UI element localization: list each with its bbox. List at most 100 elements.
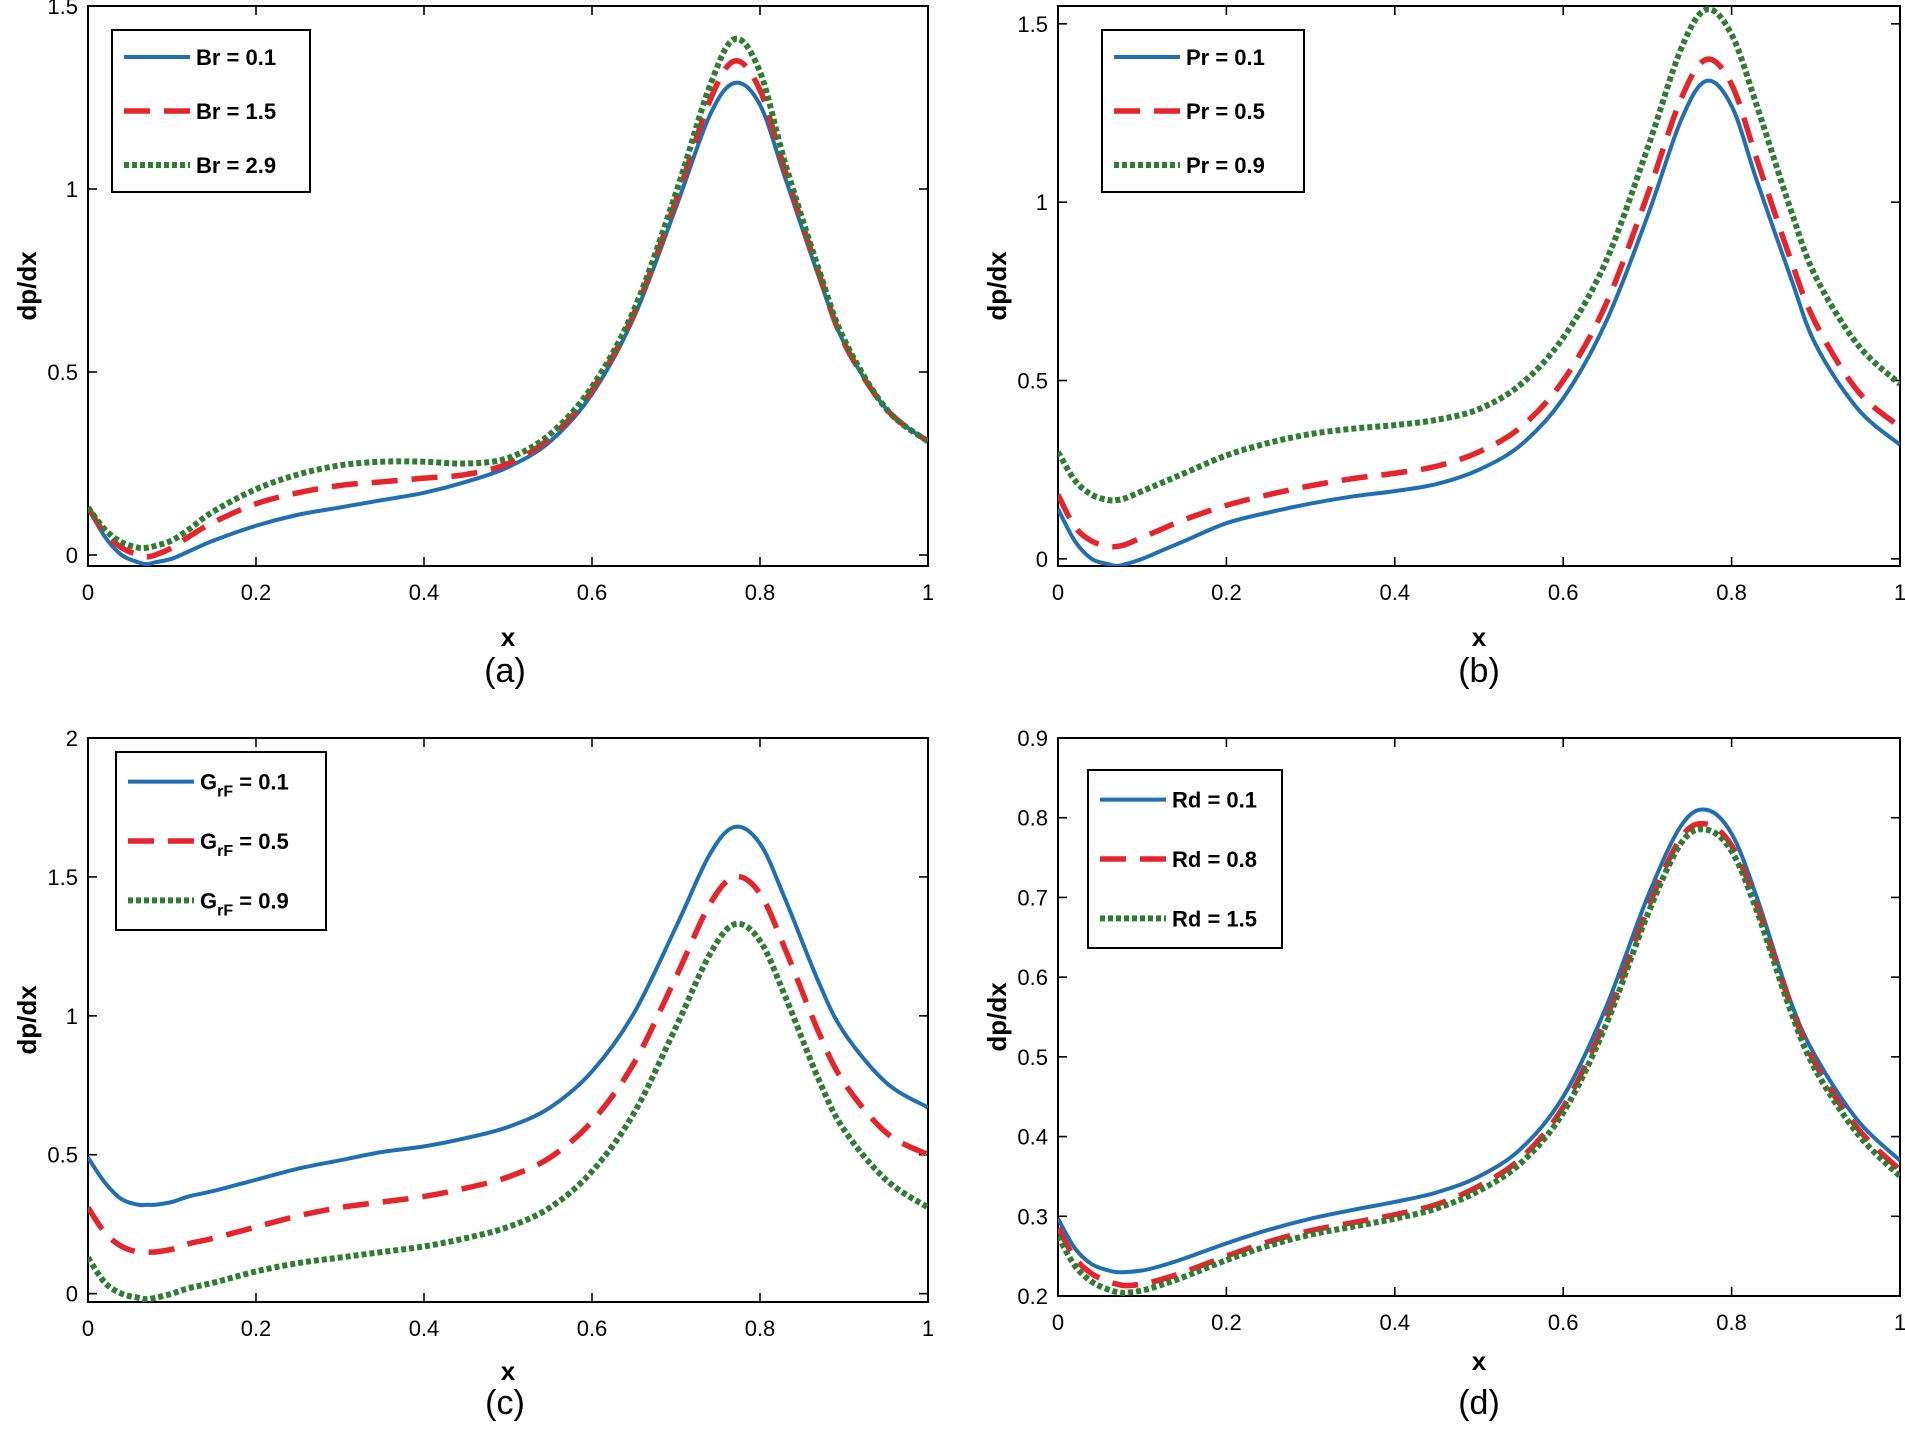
legend-label-part: Br = 1.5: [196, 99, 276, 124]
series-line-1: [1058, 78, 1900, 566]
legend-label-3: Br = 2.9: [196, 153, 276, 178]
x-axis-label: x: [501, 622, 516, 652]
series-group: [88, 35, 928, 566]
series-line-2: [1058, 820, 1900, 1289]
x-tick-label: 0.6: [1548, 1310, 1579, 1335]
x-tick-label: 0: [1052, 1310, 1064, 1335]
x-tick-label: 0.8: [745, 1316, 776, 1341]
series-line-3: [1058, 826, 1900, 1296]
panel-caption: (b): [1458, 652, 1500, 690]
x-tick-label: 1: [922, 580, 934, 605]
legend-label-2: Pr = 0.5: [1186, 99, 1265, 124]
y-tick-label: 0.6: [1017, 965, 1048, 990]
legend-label-part: Rd = 0.8: [1172, 847, 1257, 872]
chart-panel-c: 0 0.2 0.4 0.6 0.8 1 0 0.5 1 1.5 2 x dp/dx (c) GrF = 0.…: [12, 726, 934, 1422]
legend-label-1: Pr = 0.1: [1186, 45, 1265, 70]
x-axis-label: x: [501, 1356, 516, 1386]
y-axis-label: dp/dx: [982, 982, 1012, 1052]
legend: Pr = 0.1 Pr = 0.5 Pr = 0.9: [1101, 29, 1305, 193]
series-line-3: [1058, 6, 1900, 504]
series-line-2: [88, 873, 928, 1256]
legend-label-2: GrF = 0.5: [200, 829, 289, 860]
x-tick-label: 0.8: [1716, 580, 1747, 605]
y-tick-label: 0.4: [1017, 1125, 1048, 1150]
series-line-2: [1058, 56, 1900, 550]
legend-label-part: rF: [217, 843, 233, 860]
legend-label-2: Rd = 0.8: [1172, 847, 1257, 872]
legend-label-part: = 0.5: [233, 829, 289, 854]
y-tick-label: 0.5: [1017, 1045, 1048, 1070]
x-tick-label: 0.2: [1211, 580, 1242, 605]
series-line-1: [1058, 807, 1900, 1275]
x-tick-label: 0.8: [1716, 1310, 1747, 1335]
x-tick-label: 0.2: [241, 580, 272, 605]
legend-label-2: Br = 1.5: [196, 99, 276, 124]
panel-caption: (d): [1458, 1384, 1500, 1422]
y-tick-label: 1.5: [47, 0, 78, 19]
y-tick-label: 0.7: [1017, 885, 1048, 910]
x-tick-label: 0.4: [1380, 1310, 1411, 1335]
x-tick-label: 0.8: [745, 580, 776, 605]
plot-area: [1057, 5, 1901, 567]
legend-label-part: Pr = 0.9: [1186, 153, 1265, 178]
legend-label-part: Br = 2.9: [196, 153, 276, 178]
y-tick-label: 1: [66, 1004, 78, 1029]
legend-label-part: rF: [217, 784, 233, 801]
x-tick-label: 0.2: [1211, 1310, 1242, 1335]
y-tick-label: 1: [1036, 190, 1048, 215]
legend-label-part: Pr = 0.5: [1186, 99, 1265, 124]
x-tick-label: 0.4: [409, 580, 440, 605]
legend-label-part: = 0.1: [233, 770, 289, 795]
x-tick-label: 0: [82, 580, 94, 605]
x-tick-label: 0: [82, 1316, 94, 1341]
y-tick-label: 0.2: [1017, 1284, 1048, 1309]
legend-label-3: Pr = 0.9: [1186, 153, 1265, 178]
y-tick-label: 0.5: [47, 360, 78, 385]
series-group: [88, 824, 928, 1302]
x-tick-label: 1: [922, 1316, 934, 1341]
x-axis-label: x: [1472, 622, 1487, 652]
x-tick-label: 0.2: [241, 1316, 272, 1341]
x-tick-label: 0.4: [409, 1316, 440, 1341]
y-tick-label: 0.8: [1017, 806, 1048, 831]
legend-label-1: Br = 0.1: [196, 45, 276, 70]
y-tick-label: 0: [66, 543, 78, 568]
legend-label-part: G: [200, 829, 217, 854]
series-group: [1058, 6, 1900, 566]
x-tick-label: 1: [1894, 1310, 1905, 1335]
legend-label-1: Rd = 0.1: [1172, 788, 1257, 813]
legend: Br = 0.1 Br = 1.5 Br = 2.9: [111, 29, 311, 193]
legend: Rd = 0.1 Rd = 0.8 Rd = 1.5: [1087, 769, 1283, 949]
legend-label-3: Rd = 1.5: [1172, 906, 1257, 931]
legend-label-3: GrF = 0.9: [200, 888, 289, 919]
x-tick-label: 0.6: [1548, 580, 1579, 605]
y-tick-label: 0.5: [47, 1143, 78, 1168]
legend-label-part: G: [200, 888, 217, 913]
legend-label-part: Pr = 0.1: [1186, 45, 1265, 70]
x-tick-label: 0: [1052, 580, 1064, 605]
legend-label-part: rF: [217, 902, 233, 919]
y-axis-label: dp/dx: [982, 251, 1012, 321]
y-tick-label: 0: [1036, 547, 1048, 572]
y-tick-label: 0.9: [1017, 726, 1048, 751]
y-tick-label: 1: [66, 177, 78, 202]
legend-label-part: = 0.9: [233, 888, 289, 913]
x-tick-label: 0.6: [577, 580, 608, 605]
series-group: [1058, 807, 1900, 1296]
y-axis-label: dp/dx: [12, 985, 42, 1055]
x-tick-label: 1: [1894, 580, 1905, 605]
y-tick-label: 0.5: [1017, 369, 1048, 394]
x-tick-label: 0.4: [1380, 580, 1411, 605]
panel-caption: (a): [484, 652, 526, 690]
x-axis-label: x: [1472, 1346, 1487, 1376]
chart-panel-d: 0 0.2 0.4 0.6 0.8 10.20.30.40.50.60.70.80.9xd…: [982, 726, 1905, 1422]
y-tick-label: 0: [66, 1282, 78, 1307]
legend-label-part: Rd = 0.1: [1172, 788, 1257, 813]
series-line-1: [88, 824, 928, 1208]
series-line-3: [88, 920, 928, 1302]
y-tick-label: 2: [66, 726, 78, 751]
